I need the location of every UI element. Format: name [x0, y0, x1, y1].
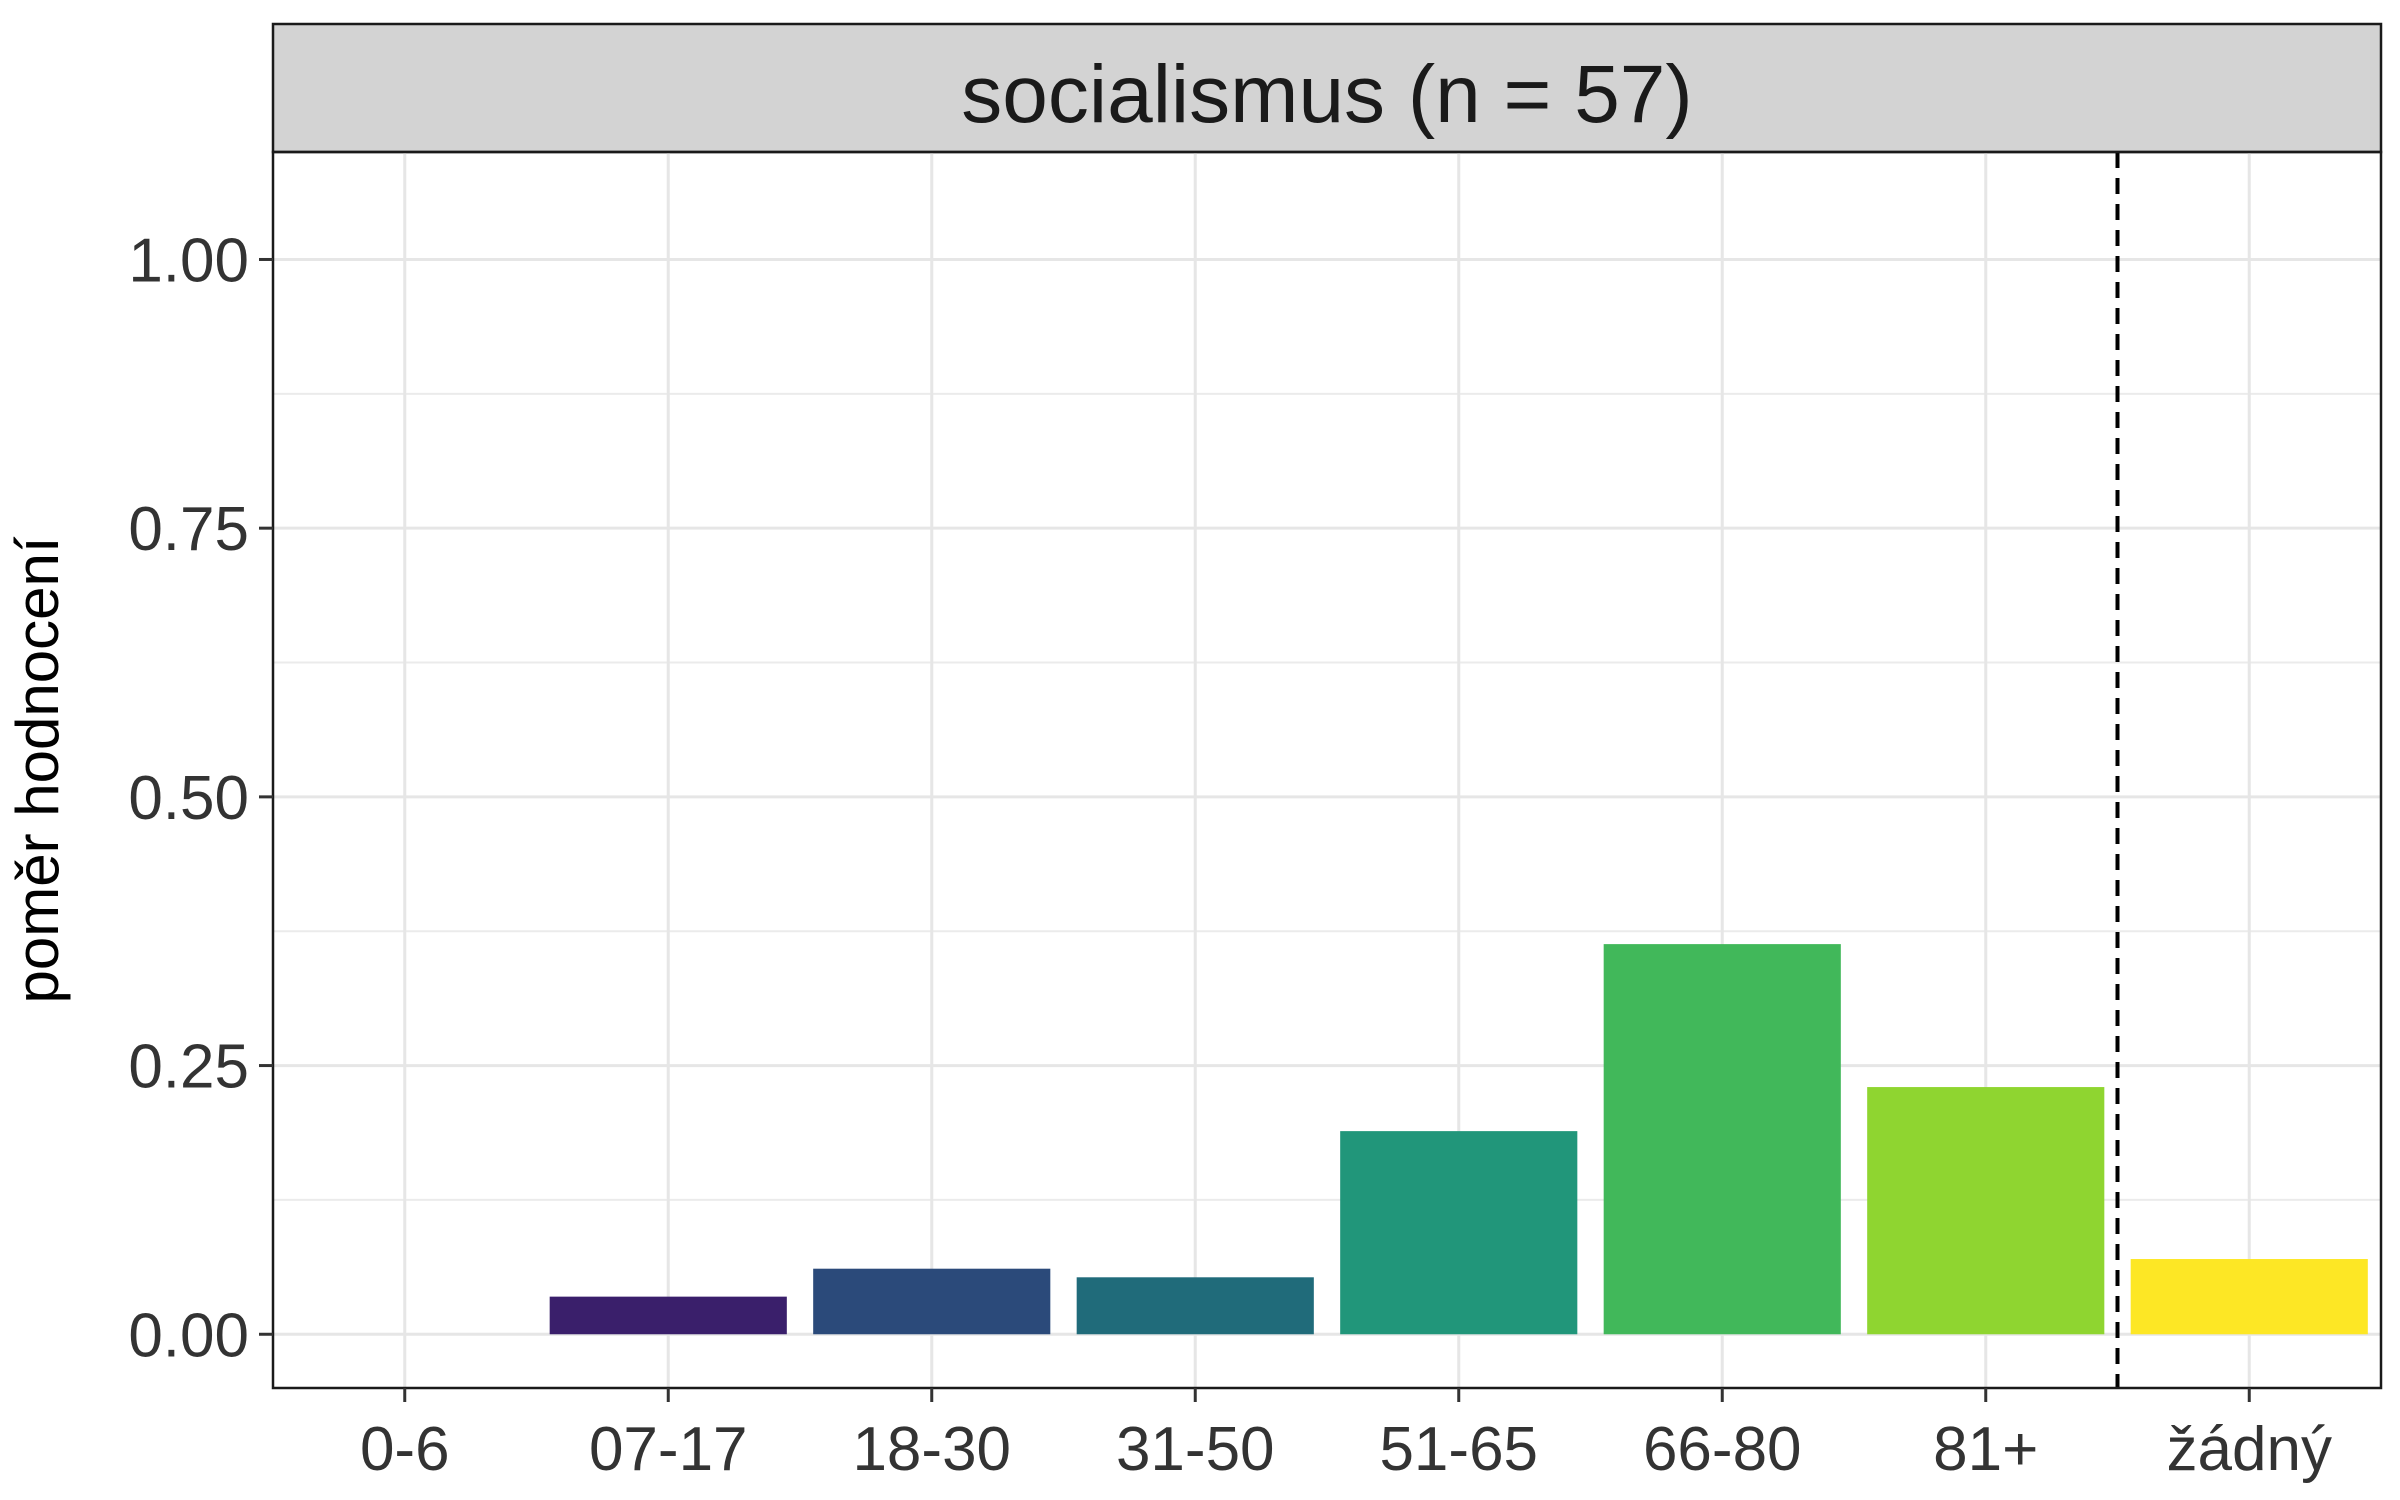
bar-31-50	[1076, 1277, 1314, 1335]
y-tick-label: 0.50	[128, 764, 249, 833]
y-axis: 0.00 0.25 0.50 0.75 1.00	[128, 226, 273, 1370]
bar-51-65	[1340, 1131, 1578, 1335]
x-axis: 0-6 07-17 18-30 31-50 51-65 66-80 81+ žádný	[360, 1388, 2332, 1484]
y-tick-label: 0.00	[128, 1301, 249, 1370]
chart-title: socialismus (n = 57)	[961, 49, 1692, 140]
bars	[549, 944, 2368, 1335]
bar-07-17	[549, 1296, 787, 1335]
x-tick-label: 31-50	[1116, 1415, 1275, 1484]
bar-66-80	[1603, 944, 1841, 1335]
grid	[273, 152, 2381, 1388]
bar-žádný	[2130, 1259, 2368, 1335]
x-tick-label: 81+	[1933, 1415, 2038, 1484]
x-tick-label: 18-30	[852, 1415, 1011, 1484]
y-tick-label: 1.00	[128, 226, 249, 295]
plot-border	[271, 150, 2383, 1390]
y-tick-label: 0.75	[128, 495, 249, 564]
x-tick-label: 51-65	[1379, 1415, 1538, 1484]
bar-18-30	[813, 1268, 1051, 1335]
x-tick-label: 0-6	[360, 1415, 450, 1484]
x-tick-label: žádný	[2167, 1415, 2332, 1484]
y-axis-title: poměr hodnocení	[4, 536, 71, 1003]
bar-81+	[1867, 1087, 2105, 1335]
x-tick-label: 66-80	[1643, 1415, 1802, 1484]
y-tick-label: 0.25	[128, 1033, 249, 1102]
strip-background	[271, 22, 2383, 154]
x-tick-label: 07-17	[589, 1415, 748, 1484]
